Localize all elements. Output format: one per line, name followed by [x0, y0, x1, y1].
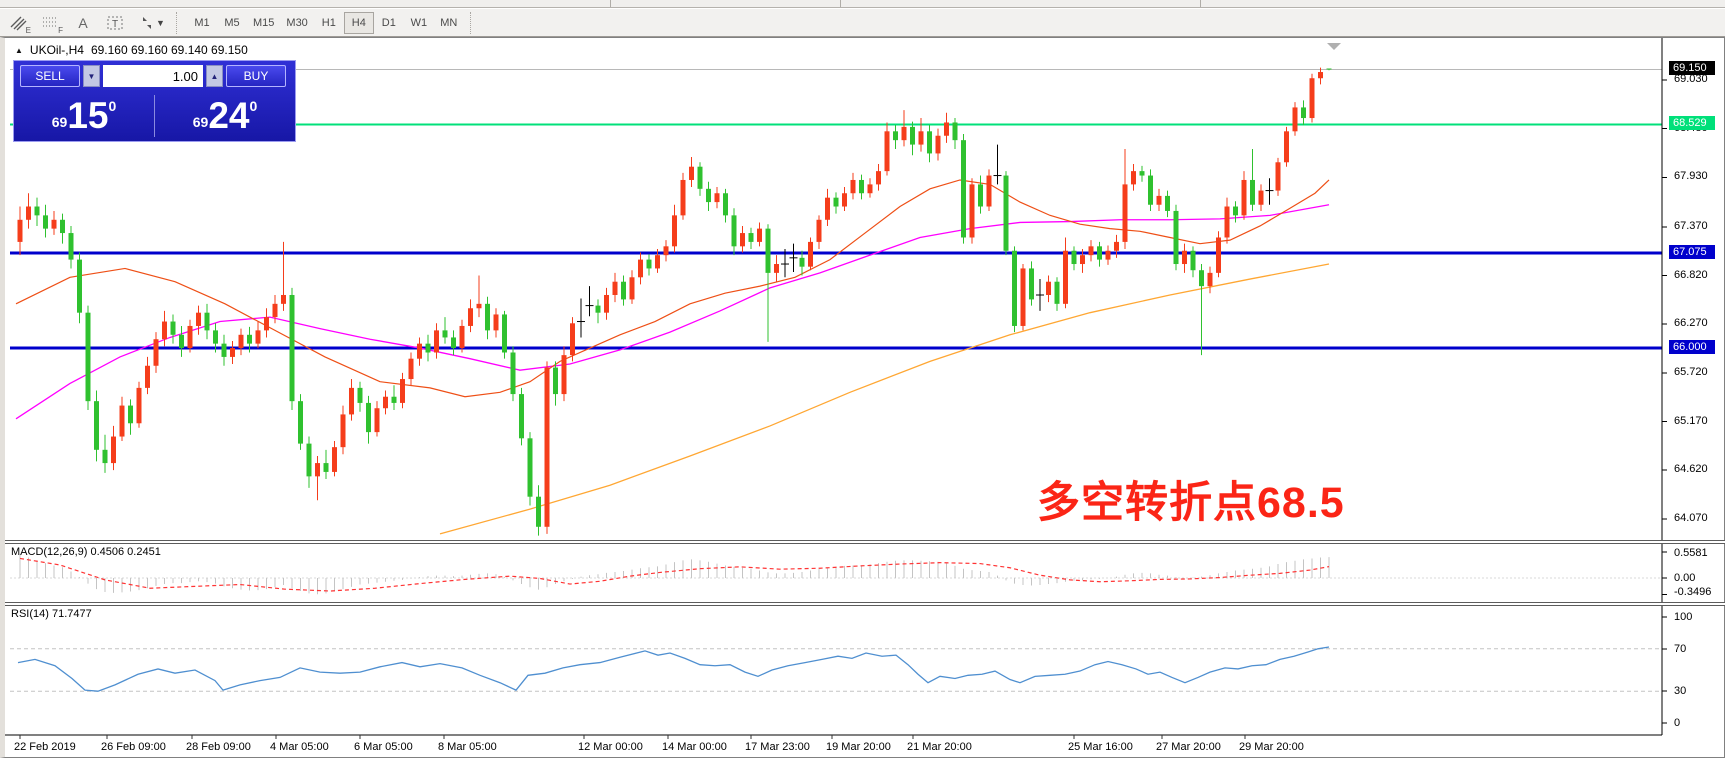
time-tick-label: 12 Mar 00:00 — [578, 741, 643, 753]
tf-button-mn[interactable]: MN — [440, 16, 458, 29]
time-tick-label: 22 Feb 2019 — [14, 741, 76, 753]
sell-price[interactable]: 69 15 0 — [51, 95, 117, 136]
tf-button-h1[interactable]: H1 — [321, 16, 336, 29]
upper-toolbar-edge — [0, 0, 1725, 8]
volume-decrease-button[interactable]: ▼ — [83, 65, 100, 87]
macd-signal-line — [19, 557, 1330, 592]
drawing-toolbar: E F A T ▼ M1 M5 M15 M30 H1 H4 D1 W1 MN — [0, 9, 1725, 37]
tf-button-m30[interactable]: M30 — [286, 16, 308, 29]
chart-text-annotation: 多空转折点68.5 — [1037, 479, 1345, 527]
rsi-axis-label: 100 — [1674, 611, 1693, 623]
volume-input[interactable]: 1.00 — [103, 65, 203, 87]
chart-title: ▲ UKOil-,H4 69.160 69.160 69.140 69.150 — [15, 43, 248, 57]
volume-increase-button[interactable]: ▲ — [206, 65, 223, 87]
arrow-objects-icon[interactable]: ▼ — [134, 12, 170, 34]
time-tick-label: 21 Mar 20:00 — [907, 741, 972, 753]
text-label-icon[interactable]: A — [78, 14, 88, 31]
price-tick-label: 65.170 — [1674, 414, 1708, 427]
pane-separator[interactable] — [5, 602, 1725, 606]
ma-mid-line — [15, 204, 1330, 420]
tf-button-h4-active[interactable]: H4 — [343, 11, 374, 34]
time-tick-label: 29 Mar 20:00 — [1239, 741, 1304, 753]
rsi-axis-label: 0 — [1674, 717, 1681, 729]
text-box-icon[interactable]: T — [102, 12, 128, 34]
ma-slow-line — [439, 263, 1330, 535]
price-tick-label: 64.620 — [1674, 463, 1708, 476]
toolbar-separator — [840, 0, 841, 7]
symbol-label: UKOil-,H4 — [29, 43, 84, 57]
price-tick-label: 67.930 — [1674, 170, 1708, 183]
ohlc-readout: 69.160 69.160 69.140 69.150 — [90, 43, 248, 57]
tf-button-m1[interactable]: M1 — [194, 16, 210, 29]
ma-fast-line — [15, 179, 1330, 398]
macd-axis-label: 0.00 — [1674, 572, 1696, 584]
scroll-marker-icon — [1327, 43, 1341, 50]
macd-axis-label: 0.5581 — [1674, 547, 1708, 559]
toolbar-separator — [469, 11, 475, 34]
time-tick-label: 17 Mar 23:00 — [745, 741, 810, 753]
macd-axis-label: -0.3496 — [1674, 586, 1712, 598]
price-level-chip: 66.000 — [1669, 340, 1715, 355]
price-tick-label: 66.820 — [1674, 268, 1708, 281]
svg-text:T: T — [112, 19, 118, 30]
tf-button-w1[interactable]: W1 — [410, 16, 428, 29]
sell-button[interactable]: SELL — [20, 65, 80, 87]
tf-button-d1[interactable]: D1 — [381, 16, 396, 29]
rsi-indicator-title: RSI(14) 71.7477 — [11, 608, 92, 620]
macd-histogram — [19, 554, 1330, 595]
time-tick-label: 6 Mar 05:00 — [354, 741, 413, 753]
time-tick-label: 25 Mar 16:00 — [1068, 741, 1133, 753]
rsi-axis-label: 70 — [1674, 643, 1687, 655]
time-tick-label: 27 Mar 20:00 — [1156, 741, 1221, 753]
toolbar-separator — [1200, 0, 1201, 7]
price-tick-label: 64.070 — [1674, 511, 1708, 524]
toolbar-separator — [176, 11, 181, 34]
price-tick-label: 65.720 — [1674, 365, 1708, 378]
time-tick-label: 28 Feb 09:00 — [186, 741, 251, 753]
buy-price[interactable]: 69 24 0 — [192, 95, 258, 136]
chart-window: ▲ UKOil-,H4 69.160 69.160 69.140 69.150 … — [0, 37, 1725, 758]
one-click-trade-panel: SELL ▼ 1.00 ▲ BUY 69 15 0 69 24 0 — [13, 60, 296, 142]
price-tick-label: 67.370 — [1674, 219, 1708, 232]
price-tick-label: 69.030 — [1674, 73, 1708, 85]
draw-channel-icon[interactable]: E — [6, 12, 32, 35]
rsi-line — [17, 646, 1330, 692]
time-tick-label: 14 Mar 00:00 — [662, 741, 727, 753]
price-tick-label: 66.270 — [1674, 317, 1708, 330]
chart-plot[interactable] — [5, 38, 1724, 757]
toolbar-separator — [610, 0, 611, 7]
candlesticks — [17, 67, 1332, 536]
collapse-panel-icon[interactable]: ▲ — [15, 45, 23, 55]
price-level-chip: 69.150 — [1669, 61, 1715, 76]
macd-indicator-title: MACD(12,26,9) 0.4506 0.2451 — [11, 546, 161, 558]
pane-separator[interactable] — [5, 540, 1725, 544]
tf-button-m15[interactable]: M15 — [253, 16, 275, 29]
panel-divider — [154, 95, 155, 137]
fibonacci-grid-icon[interactable]: F — [43, 17, 63, 35]
dropdown-caret-icon[interactable]: ▼ — [156, 17, 165, 28]
buy-button[interactable]: BUY — [226, 65, 286, 87]
time-tick-label: 4 Mar 05:00 — [270, 741, 329, 753]
time-tick-label: 19 Mar 20:00 — [826, 741, 891, 753]
price-level-chip: 67.075 — [1669, 244, 1715, 259]
time-tick-label: 8 Mar 05:00 — [438, 741, 497, 753]
price-level-chip: 68.529 — [1669, 116, 1715, 131]
rsi-axis-label: 30 — [1674, 685, 1687, 697]
time-tick-label: 26 Feb 09:00 — [101, 741, 166, 753]
tf-button-m5[interactable]: M5 — [224, 16, 240, 29]
